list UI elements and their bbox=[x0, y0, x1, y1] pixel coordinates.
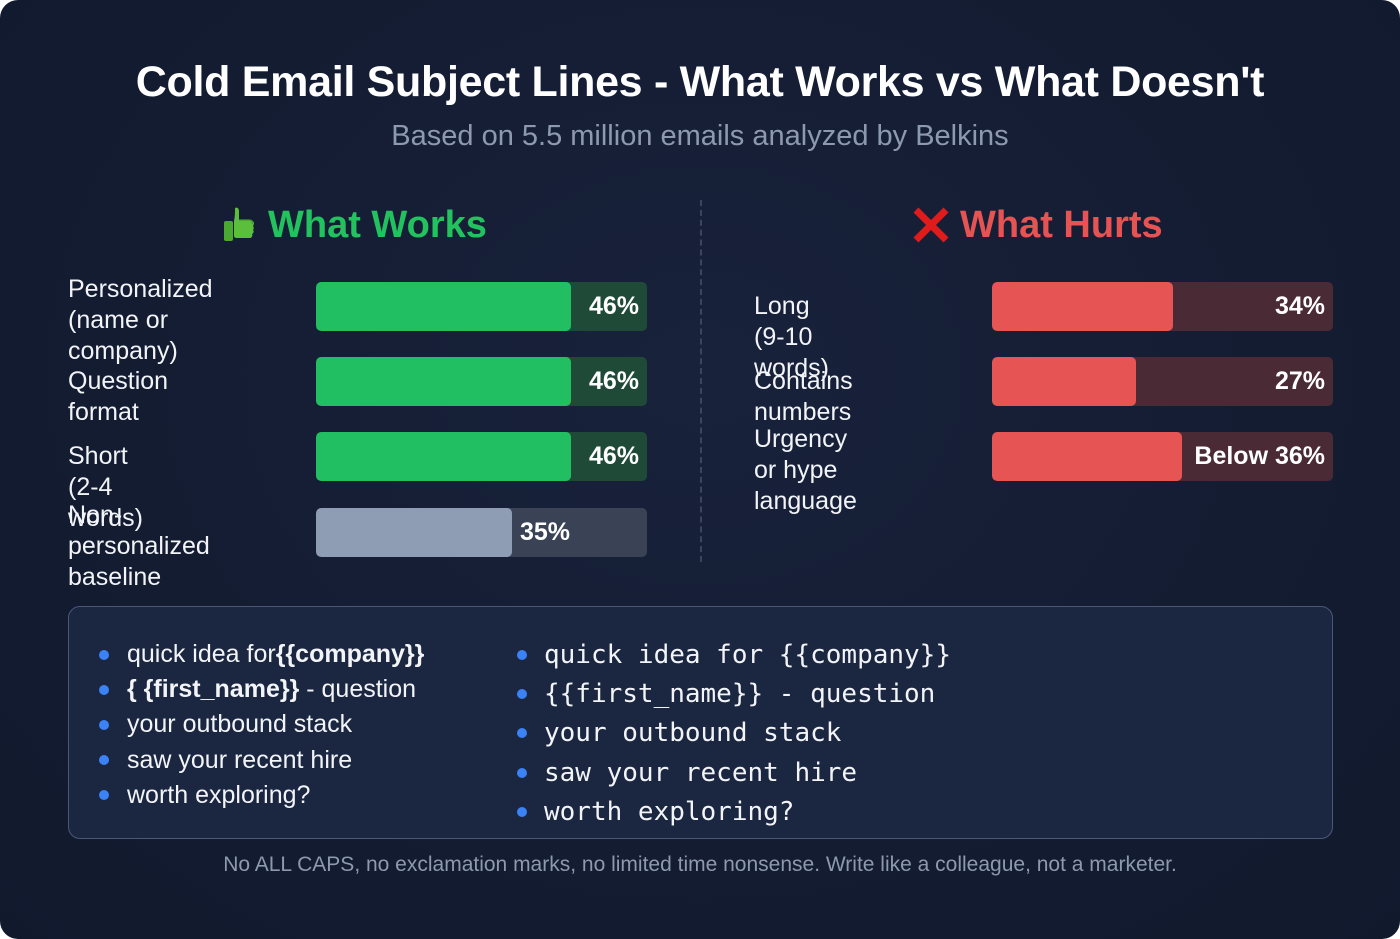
bullet-icon bbox=[99, 755, 109, 766]
page-subtitle: Based on 5.5 million emails analyzed by … bbox=[391, 120, 1009, 152]
row-label-line: Question format bbox=[68, 367, 169, 426]
example-text: - question bbox=[299, 675, 417, 704]
example-text: quick idea for bbox=[127, 640, 276, 669]
list-item: {{first_name}} - question bbox=[517, 674, 951, 713]
row-label-line: (name or company) bbox=[68, 306, 178, 365]
list-item: { {first_name}} - question bbox=[99, 672, 424, 707]
row-label-line: Urgency or hype bbox=[754, 425, 848, 484]
bar-track: 46% bbox=[316, 282, 647, 331]
bullet-icon bbox=[517, 767, 527, 778]
row-label-line: baseline bbox=[68, 563, 162, 591]
row-label-line: Long (9-10 words) bbox=[754, 292, 830, 382]
bar-fill bbox=[316, 282, 571, 331]
bar-value: 46% bbox=[588, 292, 639, 320]
row-label: Short (2-4 words) bbox=[68, 441, 143, 534]
bar-value: 46% bbox=[588, 367, 639, 395]
examples-list-monospace: quick idea for {{company}} {{first_name}… bbox=[517, 635, 951, 832]
list-item: worth exploring? bbox=[99, 778, 424, 813]
example-text: saw your recent hire bbox=[544, 757, 858, 788]
bullet-icon bbox=[99, 790, 109, 801]
bar-track: 27% bbox=[992, 357, 1333, 406]
bar-fill bbox=[316, 432, 571, 481]
bullet-icon bbox=[517, 728, 527, 739]
bar-track: 46% bbox=[316, 432, 647, 481]
row-label: Long (9-10 words) bbox=[754, 291, 829, 384]
list-item: your outbound stack bbox=[99, 707, 424, 742]
bar-track: 35% bbox=[316, 508, 647, 557]
list-item: worth exploring? bbox=[517, 793, 951, 832]
example-variable: { {first_name}} bbox=[127, 675, 300, 704]
list-item: your outbound stack bbox=[517, 714, 951, 753]
row-label: Question format bbox=[68, 366, 168, 428]
list-item: quick idea for {{company}} bbox=[99, 637, 424, 672]
example-text: your outbound stack bbox=[127, 710, 353, 739]
examples-list-proportional: quick idea for {{company}} { {first_name… bbox=[99, 637, 424, 813]
bullet-icon bbox=[99, 684, 109, 695]
bullet-icon bbox=[517, 649, 527, 660]
bar-value: 35% bbox=[520, 518, 571, 546]
example-text: quick idea for {{company}} bbox=[544, 639, 951, 670]
row-label: Urgency or hype language bbox=[754, 424, 857, 517]
works-heading: What Works bbox=[218, 200, 487, 250]
examples-box: quick idea for {{company}} { {first_name… bbox=[68, 606, 1333, 839]
bar-fill bbox=[316, 357, 571, 406]
row-label: Personalized (name or company) bbox=[68, 274, 213, 367]
footer-note: No ALL CAPS, no exclamation marks, no li… bbox=[223, 853, 1177, 876]
hurts-heading: What Hurts bbox=[910, 200, 1163, 250]
works-heading-text: What Works bbox=[268, 203, 487, 246]
row-label-line: language bbox=[754, 487, 857, 515]
bullet-icon bbox=[99, 649, 109, 660]
column-divider bbox=[700, 200, 702, 562]
bar-track: 46% bbox=[316, 357, 647, 406]
example-variable: {{company}} bbox=[275, 640, 425, 669]
list-item: saw your recent hire bbox=[99, 743, 424, 778]
row-label-line: Personalized bbox=[68, 275, 213, 303]
row-label: Non-personalized baseline bbox=[68, 500, 210, 593]
bar-value: 34% bbox=[1274, 292, 1325, 320]
page-title: Cold Email Subject Lines - What Works vs… bbox=[135, 58, 1265, 106]
bar-value: 27% bbox=[1274, 367, 1325, 395]
bar-fill bbox=[316, 508, 512, 557]
bar-track: 34% bbox=[992, 282, 1333, 331]
bar-track: Below 36% bbox=[992, 432, 1333, 481]
list-item: saw your recent hire bbox=[517, 753, 951, 792]
bullet-icon bbox=[517, 807, 527, 818]
thumbs-up-icon bbox=[224, 207, 254, 241]
bar-fill bbox=[992, 432, 1182, 481]
bar-value: Below 36% bbox=[1194, 442, 1325, 470]
example-text: worth exploring? bbox=[127, 780, 311, 809]
row-label: Contains numbers bbox=[754, 366, 853, 428]
bar-value: 46% bbox=[588, 442, 639, 470]
example-text: {{first_name}} - question bbox=[544, 679, 936, 710]
row-label-line: Short (2-4 words) bbox=[68, 442, 144, 532]
red-x-icon bbox=[913, 207, 949, 243]
row-label-line: Non-personalized bbox=[68, 501, 210, 560]
hurts-heading-text: What Hurts bbox=[960, 203, 1163, 246]
row-label-line: Contains numbers bbox=[754, 367, 853, 426]
example-text: saw your recent hire bbox=[127, 745, 353, 774]
bullet-icon bbox=[99, 719, 109, 730]
example-text: your outbound stack bbox=[544, 718, 842, 749]
bar-fill bbox=[992, 282, 1173, 331]
bullet-icon bbox=[517, 689, 527, 700]
example-text: worth exploring? bbox=[544, 797, 795, 828]
bar-fill bbox=[992, 357, 1136, 406]
list-item: quick idea for {{company}} bbox=[517, 635, 951, 674]
